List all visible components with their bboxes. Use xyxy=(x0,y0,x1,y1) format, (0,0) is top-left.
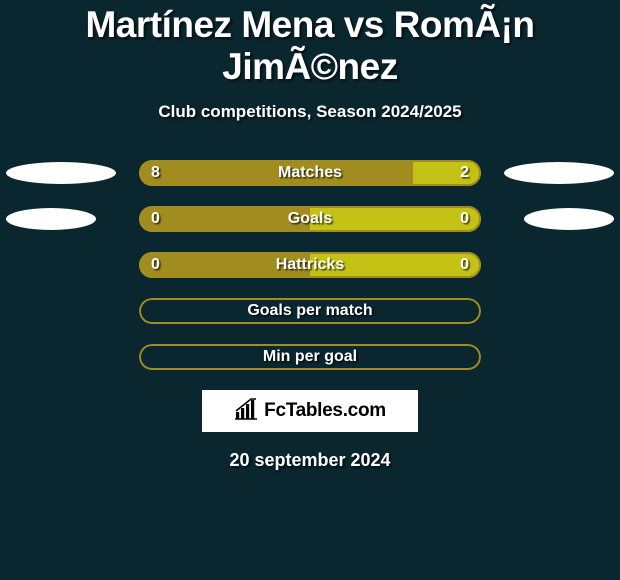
comparison-row: 00Goals xyxy=(0,206,620,232)
player2-oval xyxy=(524,208,614,230)
site-badge[interactable]: FcTables.com xyxy=(202,390,418,432)
bar-segment-player1 xyxy=(139,252,310,278)
bar-segment-player2 xyxy=(413,160,481,186)
stat-bar: Goals per match xyxy=(139,298,481,324)
comparison-row: Goals per match xyxy=(0,298,620,324)
stat-bar: Min per goal xyxy=(139,344,481,370)
stat-label: Min per goal xyxy=(139,344,481,370)
comparison-row: 00Hattricks xyxy=(0,252,620,278)
site-text: FcTables.com xyxy=(264,400,386,422)
value-player2: 2 xyxy=(460,160,469,186)
stat-label: Goals per match xyxy=(139,298,481,324)
bar-border xyxy=(139,344,481,370)
player1-oval xyxy=(6,208,96,230)
page-title: Martínez Mena vs RomÃ¡n JimÃ©nez xyxy=(0,0,620,88)
stat-bar: 82Matches xyxy=(139,160,481,186)
chart-icon xyxy=(234,398,258,425)
player2-oval xyxy=(504,162,614,184)
comparison-row: Min per goal xyxy=(0,344,620,370)
stat-bar: 00Goals xyxy=(139,206,481,232)
stat-bar: 00Hattricks xyxy=(139,252,481,278)
page-subtitle: Club competitions, Season 2024/2025 xyxy=(0,102,620,122)
bar-segment-player2 xyxy=(310,252,481,278)
bar-segment-player1 xyxy=(139,206,310,232)
player1-oval xyxy=(6,162,116,184)
date-text: 20 september 2024 xyxy=(0,450,620,471)
bar-border xyxy=(139,298,481,324)
bar-segment-player2 xyxy=(310,206,481,232)
bar-segment-player1 xyxy=(139,160,413,186)
value-player2: 0 xyxy=(460,252,469,278)
value-player1: 8 xyxy=(151,160,160,186)
value-player1: 0 xyxy=(151,206,160,232)
value-player2: 0 xyxy=(460,206,469,232)
comparison-rows: 82Matches00Goals00HattricksGoals per mat… xyxy=(0,160,620,370)
value-player1: 0 xyxy=(151,252,160,278)
comparison-row: 82Matches xyxy=(0,160,620,186)
